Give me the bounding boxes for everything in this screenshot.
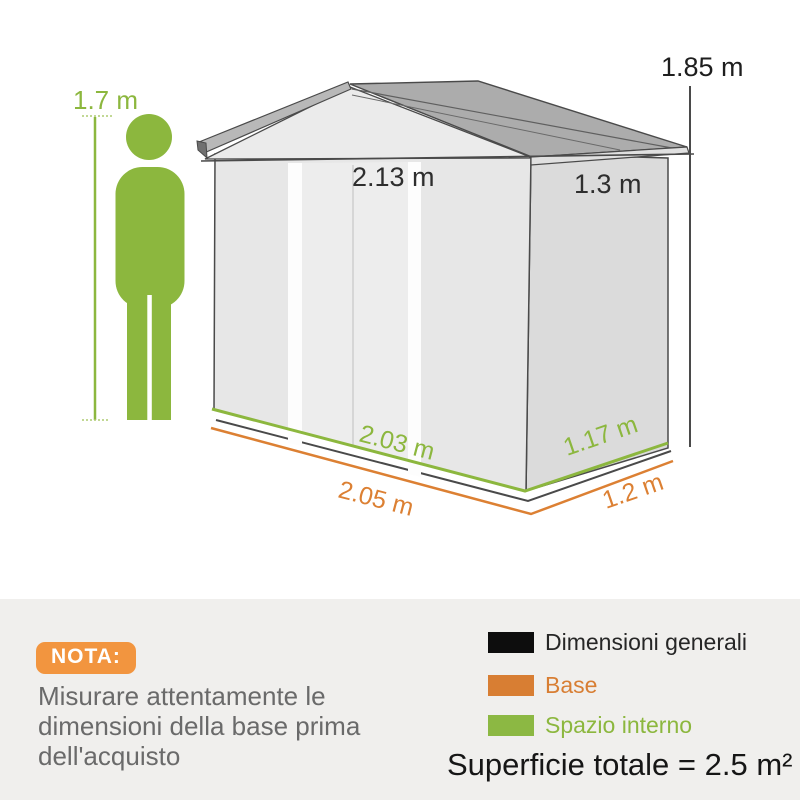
shed-diagram-canvas: 1.7 m	[73, 52, 744, 522]
roof-ridge-line	[351, 88, 673, 149]
general-dimension-bottom-line	[215, 419, 672, 503]
info-panel: NOTA: Misurare attentamente le dimension…	[0, 599, 800, 800]
door-frame-strip-right	[408, 162, 421, 477]
eave-line	[200, 153, 695, 162]
person-height-label: 1.7 m	[73, 85, 138, 115]
shed-roof	[196, 80, 695, 166]
note-text: Misurare attentamente le dimensioni dell…	[38, 681, 361, 771]
person-silhouette-icon	[115, 114, 185, 420]
shed-door-panel	[302, 162, 408, 461]
legend-label-base: Base	[545, 672, 598, 698]
legend-swatch-base-icon	[488, 675, 534, 696]
legend-label-interior: Spazio interno	[545, 712, 693, 738]
shed-body	[213, 153, 672, 503]
base-dimension-line	[210, 426, 674, 516]
side-depth-label: 1.3 m	[574, 169, 642, 199]
shed-height-label: 1.85 m	[661, 52, 744, 82]
base-width-label: 2.05 m	[335, 476, 416, 522]
legend-item-base: Base	[488, 672, 597, 699]
legend-label-general: Dimensioni generali	[545, 629, 747, 655]
front-width-label: 2.13 m	[352, 162, 435, 192]
legend-item-interior: Spazio interno	[488, 712, 692, 739]
door-frame-strip-left	[288, 163, 302, 446]
roof-ridge-trim-line	[351, 94, 621, 151]
legend-swatch-interior-icon	[488, 715, 534, 736]
person-measure-line	[82, 115, 112, 421]
roof-left-tip-cap	[196, 140, 208, 160]
total-area-label: Superficie totale = 2.5 m²	[447, 747, 793, 782]
legend-swatch-general-icon	[488, 632, 534, 653]
legend-item-general: Dimensioni generali	[488, 629, 747, 656]
interior-dimension-line	[211, 407, 669, 493]
note-badge: NOTA:	[36, 642, 136, 674]
